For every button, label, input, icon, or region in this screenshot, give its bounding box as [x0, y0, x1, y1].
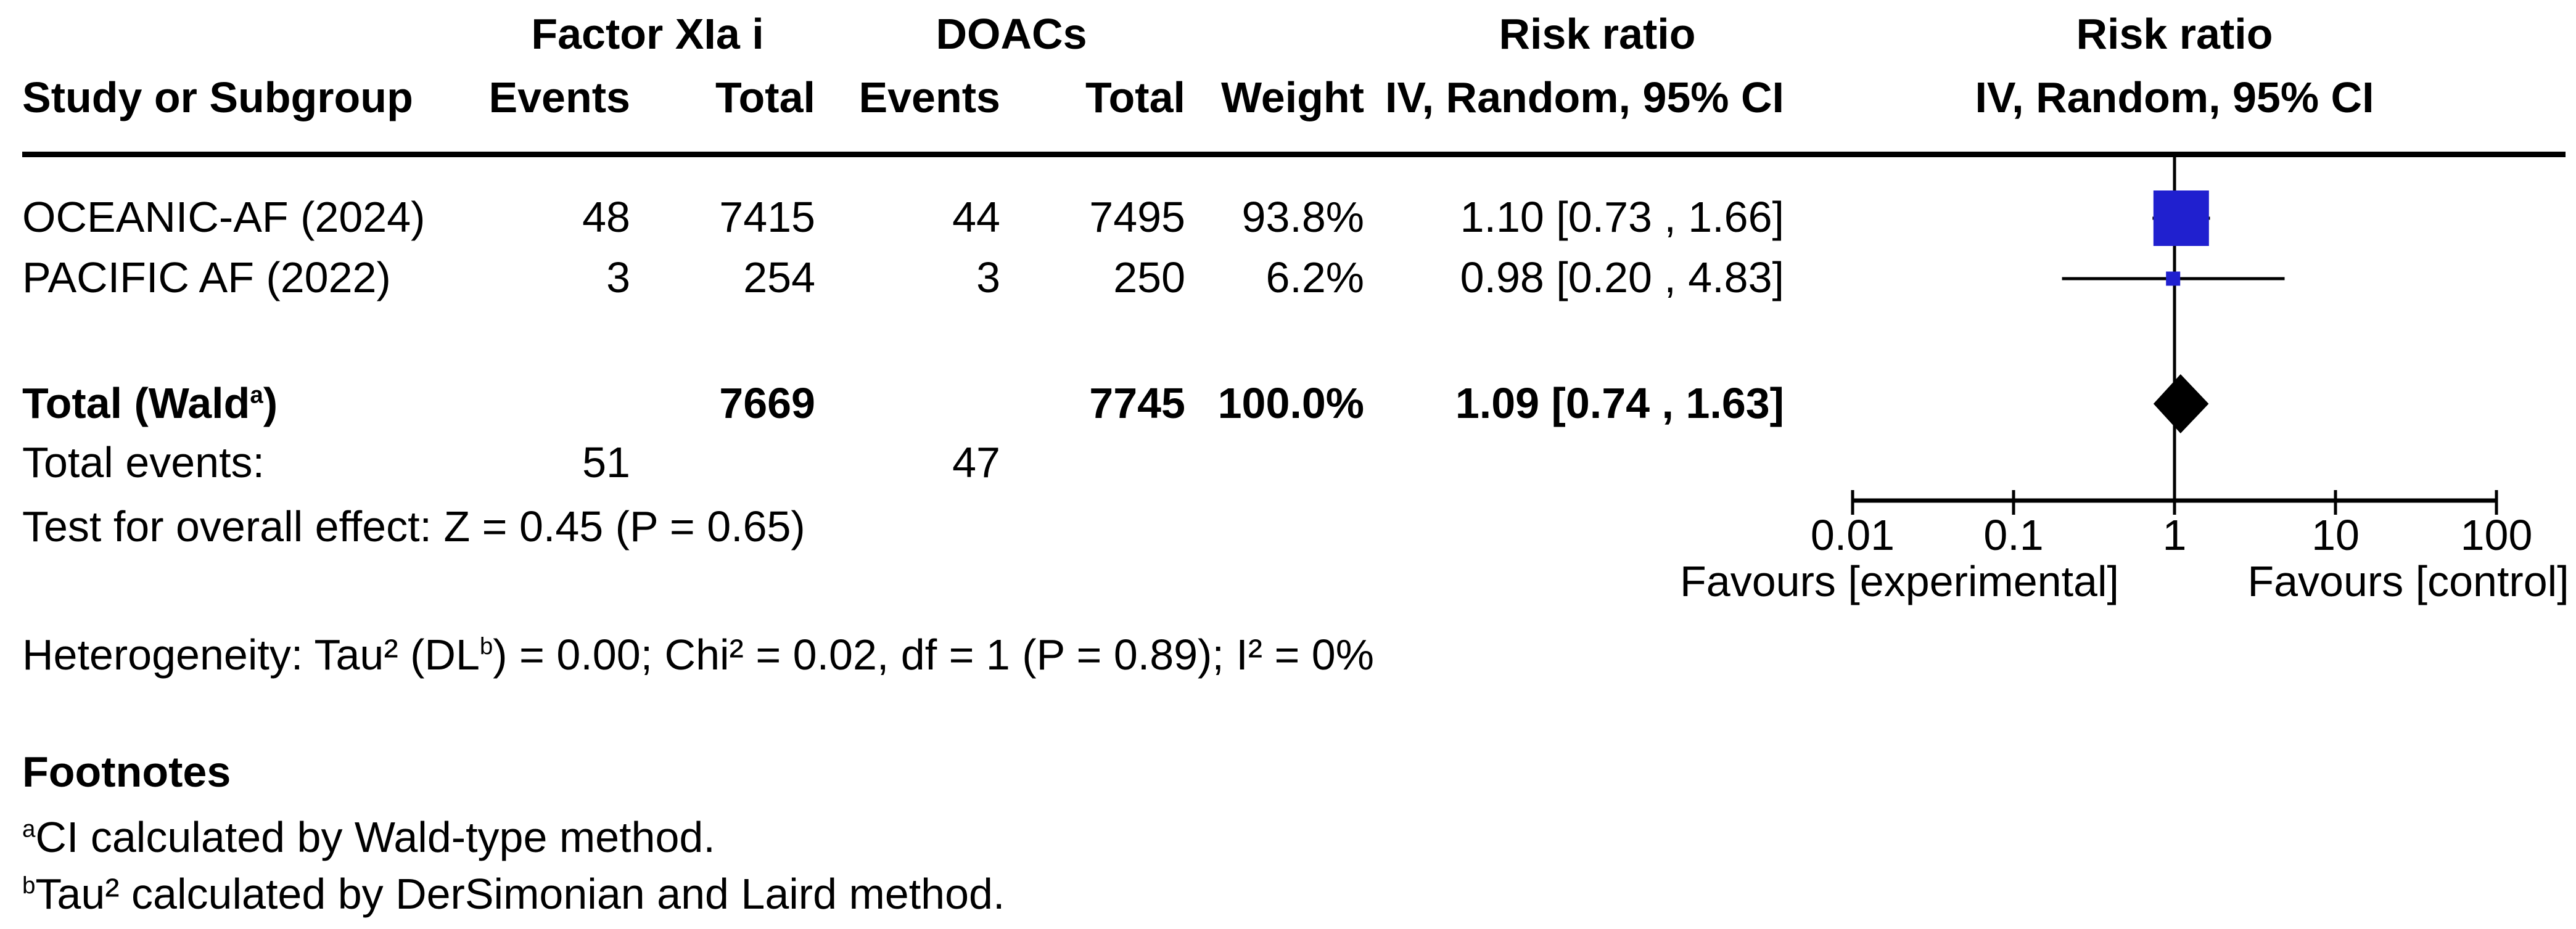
risk-ratio-text-header: Risk ratio: [1499, 10, 1696, 58]
total-events-exp: 51: [582, 438, 630, 486]
footnote-text: CI calculated by Wald-type method.: [35, 813, 715, 861]
study-point-square: [2153, 190, 2209, 246]
total-ctl-total: 7745: [1089, 379, 1185, 427]
row-rr-ci: 0.98 [0.20 , 4.83]: [1460, 253, 1784, 301]
exp-total: 7415: [719, 193, 815, 241]
ctl-events: 44: [952, 193, 1000, 241]
study-name: PACIFIC AF (2022): [22, 253, 391, 301]
total-label: Total (Walda): [22, 379, 278, 428]
axis-tick-label: 0.1: [1983, 511, 2044, 559]
axis-tick-label: 10: [2311, 511, 2360, 559]
exp-events: 3: [606, 253, 630, 301]
footnote-text: Tau² calculated by DerSimonian and Laird…: [35, 870, 1005, 918]
footnote-marker: b: [22, 872, 36, 899]
overall-effect-test: Test for overall effect: Z = 0.45 (P = 0…: [22, 502, 805, 550]
ctl-events: 3: [976, 253, 1000, 301]
total-label-footnote-marker: a: [250, 382, 263, 409]
row-rr-ci: 1.10 [0.73 , 1.66]: [1460, 193, 1784, 241]
total-events-label: Total events:: [22, 438, 265, 486]
exp-total-header: Total: [715, 73, 815, 121]
total-rr-ci: 1.09 [0.74 , 1.63]: [1455, 379, 1784, 427]
footnote-item-b: bTau² calculated by DerSimonian and Lair…: [22, 869, 1005, 919]
total-events-ctl: 47: [952, 438, 1000, 486]
heterogeneity-post: ) = 0.00; Chi² = 0.02, df = 1 (P = 0.89)…: [493, 631, 1374, 679]
header-divider-rule: [22, 152, 2566, 157]
study-point-square: [2166, 271, 2181, 286]
exp-total: 254: [743, 253, 815, 301]
axis-tick-label: 0.01: [1810, 511, 1895, 559]
total-weight: 100.0%: [1217, 379, 1364, 427]
total-label-post: ): [263, 379, 278, 427]
favours-experimental-label: Favours [experimental]: [1680, 557, 2119, 605]
method-plot-header: IV, Random, 95% CI: [1975, 73, 2374, 121]
pooled-effect-diamond: [2153, 374, 2209, 433]
exp-events: 48: [582, 193, 630, 241]
axis-tick-label: 100: [2460, 511, 2533, 559]
favours-control-label: Favours [control]: [2247, 557, 2569, 605]
axis-tick-label: 1: [2162, 511, 2187, 559]
method-text-header: IV, Random, 95% CI: [1385, 73, 1784, 121]
row-weight: 93.8%: [1241, 193, 1364, 241]
footnote-marker: a: [22, 816, 36, 843]
heterogeneity-footnote-marker: b: [479, 633, 493, 660]
exp-events-header: Events: [488, 73, 630, 121]
study-column-header: Study or Subgroup: [22, 73, 413, 121]
ctl-total-header: Total: [1085, 73, 1185, 121]
risk-ratio-plot-header: Risk ratio: [2076, 10, 2273, 58]
row-weight: 6.2%: [1265, 253, 1364, 301]
ctl-total: 250: [1113, 253, 1185, 301]
weight-header: Weight: [1220, 73, 1364, 121]
column-group-experimental: Factor XIa i: [531, 10, 764, 58]
total-label-pre: Total (Wald: [22, 379, 250, 427]
footnotes-title: Footnotes: [22, 748, 231, 796]
ctl-total: 7495: [1089, 193, 1185, 241]
total-exp-total: 7669: [719, 379, 815, 427]
heterogeneity-pre: Heterogeneity: Tau² (DL: [22, 631, 480, 679]
ctl-events-header: Events: [858, 73, 1000, 121]
footnote-item-a: aCI calculated by Wald-type method.: [22, 812, 715, 862]
study-name: OCEANIC-AF (2024): [22, 193, 426, 241]
column-group-control: DOACs: [936, 10, 1087, 58]
heterogeneity-stats: Heterogeneity: Tau² (DLb) = 0.00; Chi² =…: [22, 630, 1374, 679]
